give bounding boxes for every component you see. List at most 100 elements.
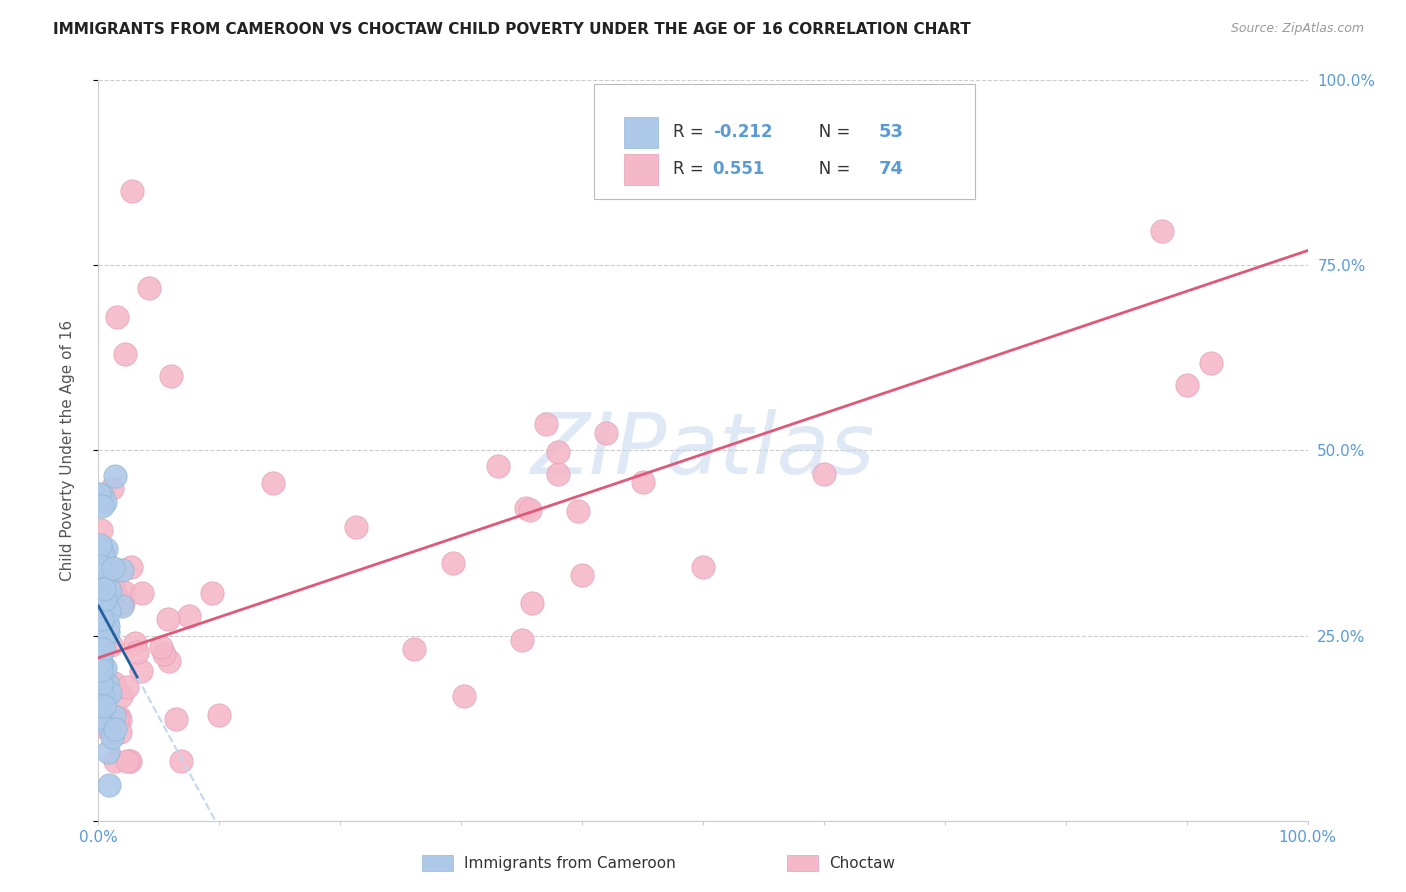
Point bbox=[595, 426, 617, 441]
Bar bbox=[624, 153, 658, 185]
Point bbox=[547, 467, 569, 481]
Point bbox=[813, 467, 835, 481]
Point bbox=[93, 720, 115, 734]
Point bbox=[89, 566, 111, 580]
Point bbox=[94, 634, 117, 648]
Point bbox=[89, 591, 111, 605]
Point bbox=[100, 481, 122, 495]
Point bbox=[169, 755, 191, 769]
Point bbox=[103, 581, 125, 595]
Point bbox=[87, 649, 110, 664]
Point bbox=[96, 676, 118, 690]
Point bbox=[90, 663, 112, 677]
Point bbox=[208, 708, 231, 723]
Point bbox=[89, 558, 111, 573]
Point bbox=[91, 612, 114, 626]
Text: Choctaw: Choctaw bbox=[830, 856, 896, 871]
Text: ZIPatlas: ZIPatlas bbox=[531, 409, 875, 492]
Point bbox=[87, 611, 110, 625]
Point bbox=[131, 664, 153, 678]
Point bbox=[96, 704, 118, 718]
Point bbox=[1152, 224, 1174, 238]
Point bbox=[104, 755, 127, 769]
Point bbox=[515, 500, 537, 515]
Text: 74: 74 bbox=[879, 161, 903, 178]
Point bbox=[90, 618, 112, 632]
Point bbox=[127, 645, 149, 659]
Point bbox=[111, 599, 134, 613]
Point bbox=[89, 558, 111, 573]
Point bbox=[91, 701, 114, 715]
Point bbox=[201, 586, 224, 600]
Point bbox=[90, 684, 112, 698]
Point bbox=[534, 417, 557, 431]
Point bbox=[100, 730, 122, 744]
Point bbox=[101, 561, 124, 575]
Point bbox=[94, 660, 117, 674]
Point bbox=[159, 654, 181, 668]
Point bbox=[90, 523, 112, 537]
Point bbox=[112, 585, 135, 599]
Text: IMMIGRANTS FROM CAMEROON VS CHOCTAW CHILD POVERTY UNDER THE AGE OF 16 CORRELATIO: IMMIGRANTS FROM CAMEROON VS CHOCTAW CHIL… bbox=[53, 22, 972, 37]
Point bbox=[90, 677, 112, 691]
FancyBboxPatch shape bbox=[595, 84, 976, 199]
Point bbox=[91, 488, 114, 502]
Point bbox=[108, 710, 131, 724]
Point bbox=[101, 574, 124, 588]
Point bbox=[89, 487, 111, 501]
Point bbox=[93, 699, 115, 714]
Text: Source: ZipAtlas.com: Source: ZipAtlas.com bbox=[1230, 22, 1364, 36]
Point bbox=[520, 595, 543, 609]
Point bbox=[103, 590, 125, 604]
Point bbox=[100, 638, 122, 652]
Bar bbox=[624, 117, 658, 148]
Point bbox=[96, 615, 118, 630]
Point bbox=[262, 476, 284, 491]
Point bbox=[90, 654, 112, 668]
Point bbox=[131, 586, 153, 600]
Point bbox=[441, 556, 464, 570]
Point bbox=[97, 604, 120, 618]
Point bbox=[91, 555, 114, 569]
Text: 53: 53 bbox=[879, 123, 903, 141]
Point bbox=[94, 592, 117, 607]
Point bbox=[96, 687, 118, 701]
Point bbox=[346, 520, 368, 534]
Point bbox=[87, 698, 110, 713]
Point bbox=[105, 713, 128, 727]
Point bbox=[96, 541, 118, 556]
Point bbox=[118, 755, 141, 769]
Point bbox=[120, 755, 142, 769]
Point bbox=[94, 494, 117, 508]
Point bbox=[100, 601, 122, 615]
Point bbox=[89, 648, 111, 663]
Y-axis label: Child Poverty Under the Age of 16: Child Poverty Under the Age of 16 bbox=[60, 320, 75, 581]
Point bbox=[98, 686, 121, 700]
Point bbox=[121, 184, 143, 198]
Point bbox=[108, 725, 131, 739]
Point bbox=[89, 553, 111, 567]
Point bbox=[115, 681, 138, 695]
Point bbox=[98, 583, 121, 598]
Point bbox=[150, 640, 173, 654]
Point bbox=[567, 504, 589, 518]
Text: R =: R = bbox=[673, 161, 709, 178]
Point bbox=[124, 636, 146, 650]
Point bbox=[103, 676, 125, 690]
Point bbox=[97, 619, 120, 633]
Point bbox=[90, 595, 112, 609]
Point bbox=[103, 709, 125, 723]
Point bbox=[120, 559, 142, 574]
Point bbox=[90, 596, 112, 610]
Point bbox=[104, 468, 127, 483]
Point bbox=[87, 710, 110, 724]
Point bbox=[91, 499, 114, 513]
Point bbox=[692, 559, 714, 574]
Point bbox=[98, 722, 121, 736]
Point bbox=[91, 589, 114, 603]
Text: N =: N = bbox=[803, 123, 856, 141]
Point bbox=[96, 713, 118, 727]
Point bbox=[90, 688, 112, 702]
Point bbox=[112, 596, 135, 610]
Point bbox=[1175, 377, 1198, 392]
